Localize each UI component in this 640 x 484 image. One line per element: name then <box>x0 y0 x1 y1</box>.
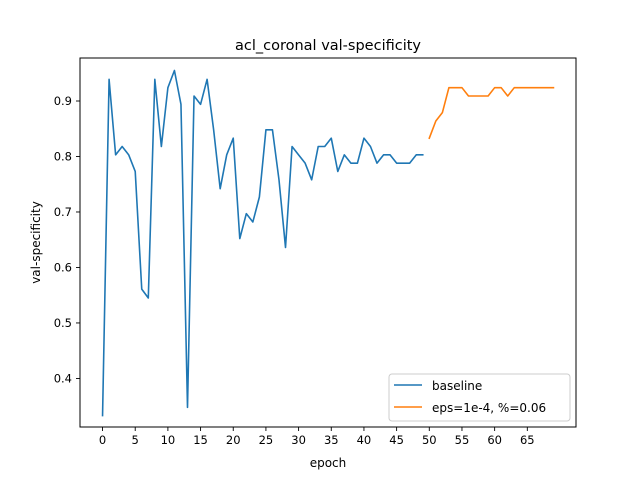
x-tick-label: 50 <box>422 433 437 447</box>
legend-label-eps: eps=1e-4, %=0.06 <box>432 401 546 415</box>
x-axis-ticks: 0 5 10 15 20 25 30 35 40 45 50 55 60 65 <box>99 427 535 447</box>
x-axis-label: epoch <box>310 456 347 470</box>
legend-box <box>388 373 571 422</box>
y-tick-label: 0.4 <box>54 371 72 385</box>
y-axis-ticks: 0.4 0.5 0.6 0.7 0.8 0.9 <box>54 94 80 385</box>
series-line-0 <box>101 69 424 417</box>
chart-title: acl_coronal val-specificity <box>235 38 421 54</box>
x-tick-label: 55 <box>455 433 470 447</box>
y-tick-label: 0.7 <box>54 205 72 219</box>
x-tick-label: 40 <box>357 433 372 447</box>
x-tick-label: 0 <box>99 433 106 447</box>
axes-frame <box>79 57 577 428</box>
legend-label-baseline: baseline <box>432 379 482 393</box>
y-tick-label: 0.5 <box>54 316 72 330</box>
y-tick-label: 0.6 <box>54 260 72 274</box>
x-tick-label: 45 <box>389 433 404 447</box>
y-axis-label: val-specificity <box>29 201 43 284</box>
x-tick-label: 30 <box>291 433 306 447</box>
plot-lines <box>101 69 555 417</box>
x-tick-label: 10 <box>161 433 176 447</box>
x-tick-label: 25 <box>259 433 274 447</box>
y-tick-label: 0.8 <box>54 149 72 163</box>
x-tick-label: 60 <box>487 433 502 447</box>
legend: baseline eps=1e-4, %=0.06 <box>388 373 571 422</box>
y-tick-label: 0.9 <box>54 94 72 108</box>
x-tick-label: 35 <box>324 433 339 447</box>
x-tick-label: 15 <box>193 433 208 447</box>
series-line-1 <box>428 86 555 140</box>
x-tick-label: 20 <box>226 433 241 447</box>
x-tick-label: 5 <box>132 433 139 447</box>
x-tick-label: 65 <box>520 433 535 447</box>
